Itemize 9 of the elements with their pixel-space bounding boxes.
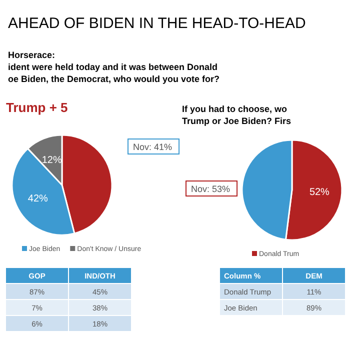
data-label: 52% (309, 187, 330, 198)
data-label: 42% (28, 194, 48, 205)
data-label: 12% (42, 154, 62, 166)
text: Nov: 41% (133, 142, 172, 152)
text: Trump + 5 (6, 100, 68, 115)
chart-title: AHEAD OF BIDEN IN THE HEAD-TO-HEAD (8, 15, 306, 32)
text: Nov: 53% (191, 184, 230, 194)
chart-subtitle: Horserace: ident were held today and it was between Donald oe Biden, the Democrat, who would you vote for? (8, 50, 220, 84)
chart-title: If you had to choose, wo Trump or Joe Biden? Firs (182, 104, 292, 126)
